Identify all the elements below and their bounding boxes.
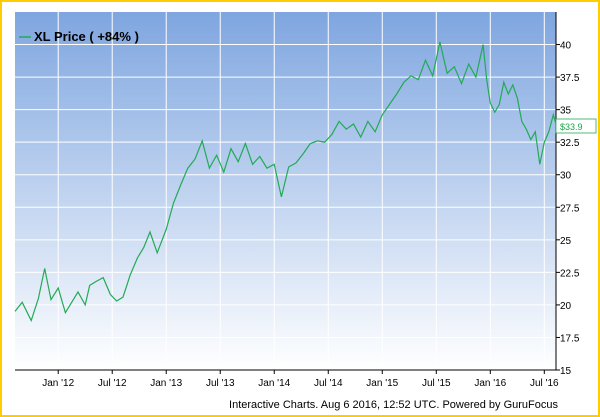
horizontal-gridlines (15, 44, 556, 371)
y-tick-label: 37.5 (560, 73, 580, 84)
y-tick-label: 15 (560, 366, 572, 377)
x-tick-label: Jul '16 (530, 378, 559, 389)
price-tag-label: $33.9 (560, 122, 583, 132)
x-tick-label: Jul '15 (422, 378, 451, 389)
x-axis-ticks: Jan '12 Jul '12 Jan '13 Jul '13 Jan '14 Jul '… (42, 370, 559, 389)
x-tick-label: Jul '12 (98, 378, 127, 389)
y-tick-label: 27.5 (560, 203, 580, 214)
x-tick-label: Jul '14 (314, 378, 343, 389)
x-tick-label: Jan '16 (474, 378, 506, 389)
x-tick-label: Jul '13 (206, 378, 235, 389)
y-tick-label: 20 (560, 301, 572, 312)
y-axis-ticks: 15 17.5 20 22.5 25 27.5 30 32.5 35 37.5 40 (556, 41, 580, 377)
y-tick-label: 25 (560, 236, 572, 247)
chart-footer: Interactive Charts. Aug 6 2016, 12:52 UT… (229, 399, 558, 411)
legend: XL Price ( +84% ) (19, 29, 139, 44)
x-tick-label: Jan '15 (366, 378, 398, 389)
y-tick-label: 40 (560, 41, 572, 52)
x-tick-label: Jan '13 (150, 378, 182, 389)
y-tick-label: 30 (560, 171, 572, 182)
y-tick-label: 35 (560, 106, 572, 117)
current-price-tag: $33.9 (555, 118, 597, 134)
plot-area (15, 12, 556, 370)
x-tick-label: Jan '12 (42, 378, 74, 389)
vertical-gridlines (57, 12, 545, 370)
legend-label: XL Price ( +84% ) (34, 29, 139, 44)
price-series-line (14, 41, 557, 323)
y-tick-label: 22.5 (560, 268, 580, 279)
price-tag-box (555, 118, 597, 134)
y-tick-label: 32.5 (560, 138, 580, 149)
y-tick-label: 17.5 (560, 333, 580, 344)
x-tick-label: Jan '14 (258, 378, 290, 389)
